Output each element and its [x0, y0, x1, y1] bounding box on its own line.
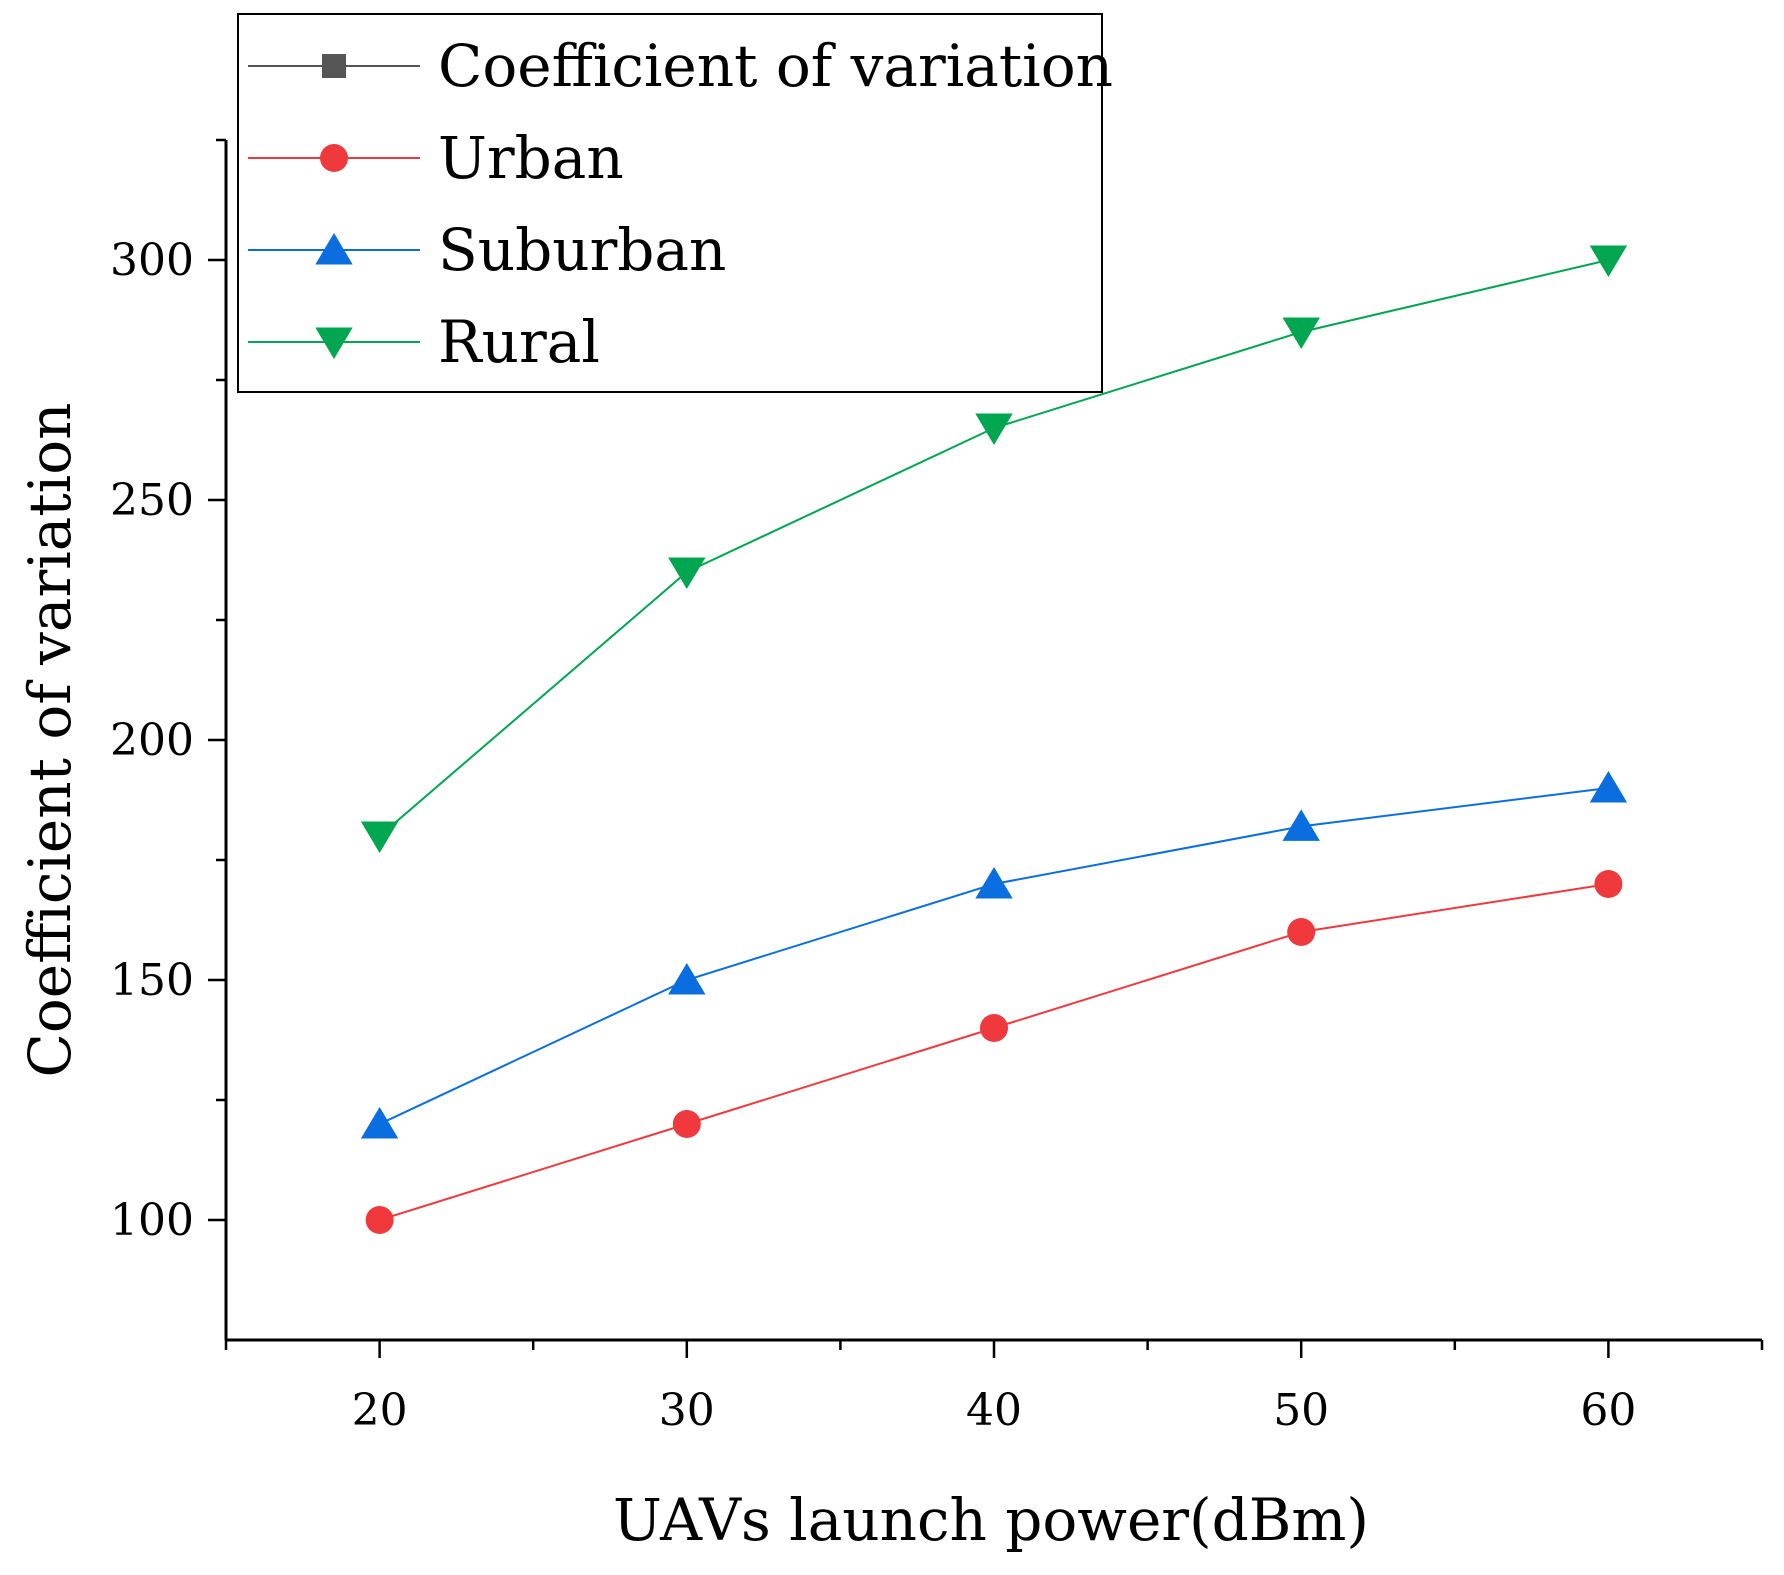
axes-layer: 20 30 40 50 60 100 150 200 250 300	[110, 138, 1764, 1436]
legend-entry-suburban: Suburban	[248, 216, 726, 284]
x-tick-label-20: 20	[352, 1385, 408, 1436]
point-rural-40	[975, 413, 1013, 445]
y-tick-label-100: 100	[110, 1195, 194, 1246]
point-suburban-40	[975, 867, 1013, 899]
point-urban-20	[365, 1206, 394, 1234]
y-axis-title: Coefficient of variation	[16, 403, 84, 1078]
point-urban-60	[1594, 870, 1623, 898]
legend-marker-coefficient-of-variation	[322, 54, 346, 78]
series-layer	[360, 245, 1628, 1234]
legend-marker-rural	[315, 327, 353, 359]
y-tick-label-250: 250	[110, 475, 194, 526]
point-urban-50	[1287, 918, 1316, 946]
x-tick-label-40: 40	[966, 1385, 1022, 1436]
legend-entry-coefficient-of-variation: Coefficient of variation	[248, 32, 1113, 100]
legend-marker-suburban	[315, 233, 353, 265]
y-tick-label-300: 300	[110, 235, 194, 286]
series-rural	[360, 245, 1628, 853]
legend-entry-rural: Rural	[248, 308, 600, 376]
legend-label-rural: Rural	[438, 308, 600, 376]
point-rural-30	[668, 557, 706, 589]
point-suburban-20	[360, 1107, 399, 1139]
x-axis-title: UAVs launch power(dBm)	[613, 1486, 1369, 1554]
x-tick-label-30: 30	[659, 1385, 715, 1436]
series-line-suburban	[379, 787, 1609, 1125]
point-suburban-30	[668, 963, 706, 995]
y-tick-label-150: 150	[110, 955, 194, 1006]
legend-label-urban: Urban	[438, 124, 624, 192]
legend: Coefficient of variation Urban Suburban Rur…	[237, 13, 1113, 393]
x-tick-label-60: 60	[1580, 1385, 1636, 1436]
legend-entry-urban: Urban	[248, 124, 624, 192]
legend-label-suburban: Suburban	[438, 216, 726, 284]
series-urban	[365, 870, 1623, 1234]
point-suburban-60	[1589, 771, 1628, 803]
x-tick-label-50: 50	[1273, 1385, 1329, 1436]
series-line-urban	[379, 883, 1609, 1221]
point-rural-20	[360, 821, 399, 853]
legend-label-coefficient-of-variation: Coefficient of variation	[438, 32, 1113, 100]
point-rural-60	[1589, 245, 1628, 277]
point-urban-40	[980, 1014, 1008, 1042]
legend-marker-urban	[320, 144, 348, 172]
point-suburban-50	[1282, 809, 1320, 841]
y-tick-label-200: 200	[110, 715, 194, 766]
point-rural-50	[1282, 317, 1320, 349]
series-suburban	[360, 771, 1628, 1139]
point-urban-30	[672, 1110, 701, 1138]
legend-box	[237, 13, 1103, 393]
